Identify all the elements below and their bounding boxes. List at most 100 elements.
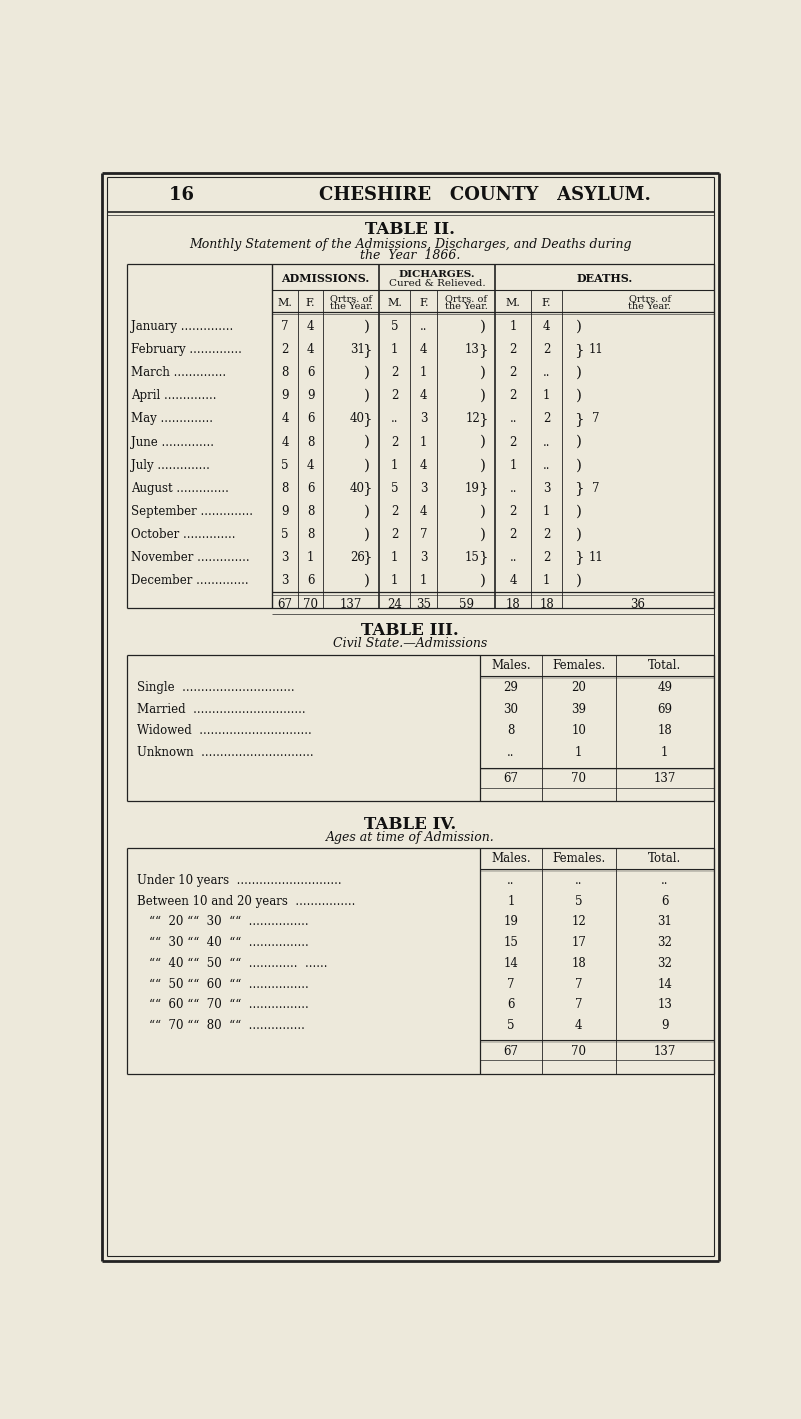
Text: 2: 2 [391,436,398,448]
Text: 6: 6 [307,482,314,495]
Text: 3: 3 [281,575,288,587]
Text: ): ) [480,528,486,542]
Text: Cured & Relieved.: Cured & Relieved. [389,280,485,288]
Text: 36: 36 [630,597,646,612]
Text: 6: 6 [507,999,514,1012]
Text: 19: 19 [465,482,480,495]
Text: 20: 20 [571,681,586,694]
Text: }: } [362,343,372,356]
Text: 10: 10 [571,724,586,738]
Text: 8: 8 [307,528,314,541]
Text: ““  20 ““  30  ““  ................: ““ 20 ““ 30 ““ ................ [149,915,308,928]
Text: 2: 2 [509,343,517,356]
Text: 5: 5 [281,458,288,471]
Text: August ..............: August .............. [131,482,229,495]
Text: 8: 8 [307,436,314,448]
Text: February ..............: February .............. [131,343,242,356]
Text: 2: 2 [509,366,517,379]
Text: }: } [478,551,488,565]
Text: 1: 1 [420,436,428,448]
Text: 8: 8 [307,505,314,518]
Text: 31: 31 [658,915,672,928]
Text: 1: 1 [661,746,668,759]
Text: 2: 2 [543,528,550,541]
Text: 1: 1 [420,575,428,587]
Text: 35: 35 [417,597,431,612]
Text: ): ) [364,573,370,587]
Text: 2: 2 [391,528,398,541]
Text: 4: 4 [420,505,428,518]
Text: December ..............: December .............. [131,575,249,587]
Text: Single  ..............................: Single .............................. [136,681,294,694]
Text: ..: .. [507,874,514,887]
Text: 6: 6 [307,575,314,587]
Text: ): ) [364,389,370,403]
Text: F.: F. [541,298,551,308]
Text: Qrtrs. of: Qrtrs. of [330,294,372,302]
Text: ADMISSIONS.: ADMISSIONS. [281,272,370,284]
Text: 2: 2 [543,343,550,356]
Text: }: } [574,343,584,356]
Text: the Year.: the Year. [628,302,671,311]
Text: 5: 5 [391,482,398,495]
Text: ): ) [480,504,486,518]
Text: Qrtrs. of: Qrtrs. of [445,294,487,302]
Text: 69: 69 [657,702,672,715]
Text: ..: .. [661,874,669,887]
Text: 1: 1 [391,575,398,587]
Text: Married  ..............................: Married .............................. [136,702,305,715]
Text: 67: 67 [503,772,518,785]
Text: 2: 2 [509,389,517,403]
Text: ““  30 ““  40  ““  ................: ““ 30 ““ 40 ““ ................ [149,937,308,949]
Text: 13: 13 [465,343,480,356]
Text: ): ) [480,458,486,473]
Text: ): ) [576,458,582,473]
Text: June ..............: June .............. [131,436,214,448]
Text: 4: 4 [420,458,428,471]
Text: ): ) [480,436,486,448]
Text: 70: 70 [571,1044,586,1057]
Text: 7: 7 [593,413,600,426]
Text: ): ) [576,319,582,333]
Text: Total.: Total. [648,853,682,866]
Text: ): ) [576,366,582,380]
Text: F.: F. [419,298,429,308]
Text: 2: 2 [281,343,288,356]
Text: 26: 26 [350,551,365,565]
Text: M.: M. [387,298,402,308]
Text: 6: 6 [307,413,314,426]
Text: 7: 7 [281,321,288,333]
Text: ): ) [364,504,370,518]
Text: 9: 9 [307,389,314,403]
Text: 8: 8 [281,482,288,495]
Text: 1: 1 [307,551,314,565]
Text: 19: 19 [504,915,518,928]
Text: ): ) [364,458,370,473]
Text: ): ) [480,573,486,587]
Text: Monthly Statement of the Admissions, Discharges, and Deaths during: Monthly Statement of the Admissions, Dis… [189,238,631,251]
Text: 14: 14 [658,978,672,990]
Text: 5: 5 [281,528,288,541]
Text: }: } [478,343,488,356]
Text: Females.: Females. [552,658,606,671]
Text: Qrtrs. of: Qrtrs. of [629,294,670,302]
Text: 29: 29 [504,681,518,694]
Text: 6: 6 [307,366,314,379]
Text: 8: 8 [507,724,514,738]
Text: 4: 4 [281,436,288,448]
Text: 8: 8 [281,366,288,379]
Text: 9: 9 [661,1019,669,1032]
Text: 40: 40 [350,482,365,495]
Text: ): ) [576,504,582,518]
Text: 32: 32 [658,937,672,949]
Text: ): ) [364,436,370,448]
Text: 4: 4 [575,1019,582,1032]
Text: ): ) [364,366,370,380]
Text: ): ) [576,436,582,448]
Text: 1: 1 [391,551,398,565]
Text: 49: 49 [657,681,672,694]
Text: 67: 67 [277,597,292,612]
Text: 2: 2 [391,389,398,403]
Text: 30: 30 [503,702,518,715]
Text: 3: 3 [420,551,428,565]
